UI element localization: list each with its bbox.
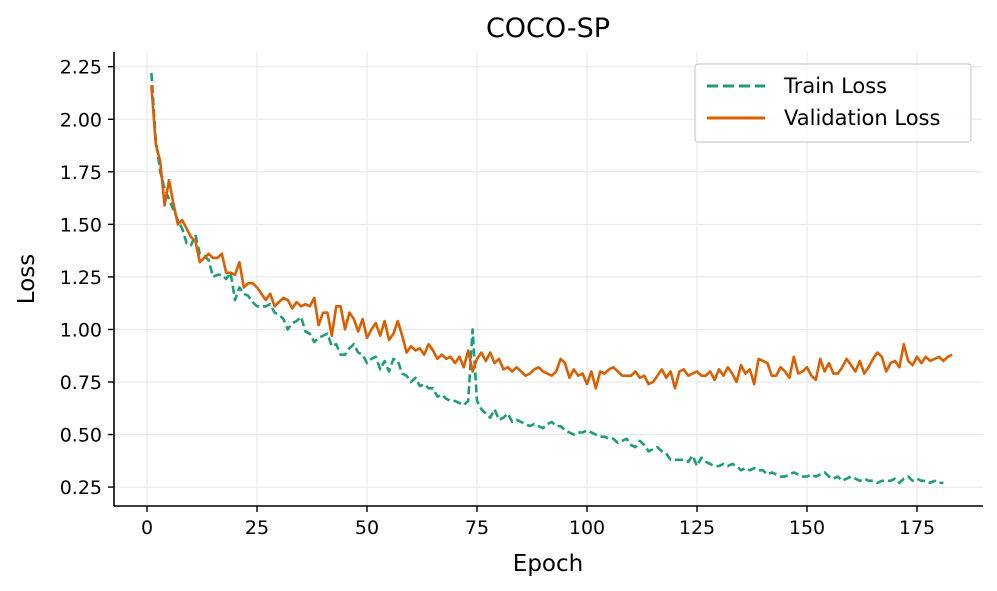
x-tick-label: 75	[465, 517, 489, 539]
axes	[113, 52, 983, 507]
x-tick-label: 125	[679, 517, 715, 539]
chart-title: COCO-SP	[486, 13, 610, 44]
y-tick-label: 1.25	[60, 267, 102, 289]
y-tick-label: 0.75	[60, 372, 102, 394]
x-tick-label: 100	[569, 517, 605, 539]
legend-label-validation: Validation Loss	[784, 106, 940, 130]
train-loss-line	[150, 72, 944, 485]
legend-frame	[694, 63, 972, 143]
x-tick-label: 50	[355, 517, 379, 539]
legend-label-train: Train Loss	[783, 74, 887, 98]
x-tick-label: 25	[245, 517, 269, 539]
legend: Train Loss Validation Loss	[694, 63, 972, 143]
x-tick-label: 150	[789, 517, 825, 539]
y-tick-label: 2.00	[60, 109, 102, 131]
series-lines	[150, 72, 953, 485]
ticks: 0 25 50 75 100 125 150 175 0.25 0.50 0.75 1.00 1.25 1…	[60, 57, 935, 539]
x-tick-label: 175	[899, 517, 935, 539]
y-axis-label: Loss	[14, 254, 40, 304]
validation-loss-line	[150, 85, 953, 390]
y-tick-label: 0.50	[60, 425, 102, 447]
y-tick-label: 0.25	[60, 477, 102, 499]
x-axis-label: Epoch	[513, 551, 583, 577]
y-tick-label: 1.75	[60, 162, 102, 184]
y-tick-label: 1.50	[60, 214, 102, 236]
x-tick-label: 0	[141, 517, 153, 539]
y-tick-label: 2.25	[60, 57, 102, 79]
y-tick-label: 1.00	[60, 319, 102, 341]
